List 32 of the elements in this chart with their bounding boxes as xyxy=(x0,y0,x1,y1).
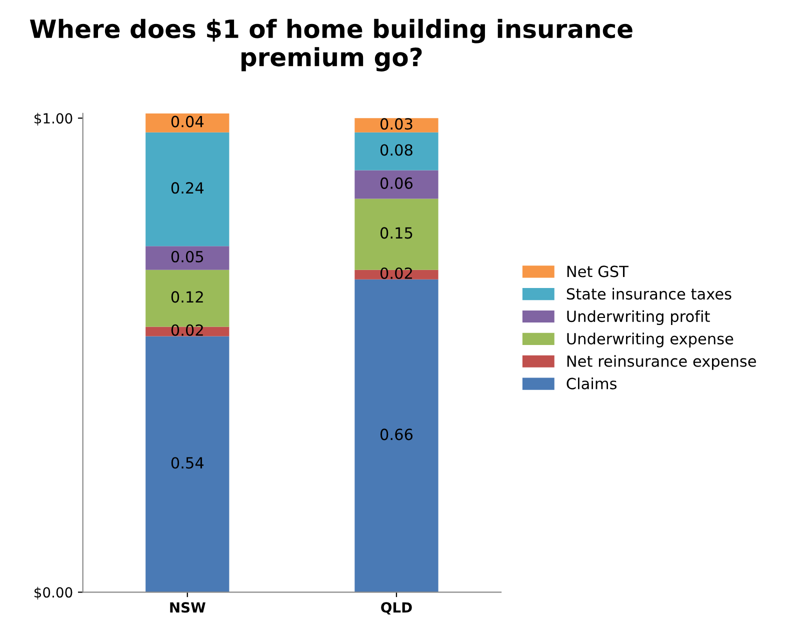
data-label: 0.06 xyxy=(380,177,413,189)
data-label: 0.05 xyxy=(171,250,204,262)
bar xyxy=(354,132,438,170)
bar xyxy=(146,336,230,592)
legend-label: Net reinsurance expense xyxy=(567,355,756,370)
bar xyxy=(354,118,438,132)
data-label: 0.03 xyxy=(380,118,412,130)
bar xyxy=(146,246,230,270)
legend-label: Underwriting profit xyxy=(567,310,710,326)
legend-label: Claims xyxy=(566,378,617,390)
data-label: 0.15 xyxy=(380,227,412,239)
bar xyxy=(146,132,230,246)
x-tick-label: QLD xyxy=(381,602,412,615)
data-label: 0.08 xyxy=(380,144,412,156)
bar xyxy=(146,113,230,132)
y-tick-label: $1.00 xyxy=(34,112,72,126)
data-label: 0.24 xyxy=(171,182,204,194)
bar xyxy=(354,170,438,199)
bar xyxy=(354,279,438,592)
x-tick-label: NSW xyxy=(170,602,206,613)
data-label: 0.66 xyxy=(380,428,413,440)
data-label: 0.04 xyxy=(171,116,204,128)
legend-label: State insurance taxes xyxy=(566,288,732,300)
legend-label: Underwriting expense xyxy=(567,332,734,348)
data-label: 0.12 xyxy=(171,291,203,303)
bar xyxy=(354,270,438,280)
data-label: 0.02 xyxy=(380,267,412,280)
y-tick-label: $0.00 xyxy=(34,586,72,600)
data-label: 0.02 xyxy=(171,324,203,336)
legend-label: Net GST xyxy=(567,266,628,278)
chart-title: Where does $1 of home building insurance premium go? xyxy=(30,18,632,72)
data-label: 0.54 xyxy=(171,457,204,469)
